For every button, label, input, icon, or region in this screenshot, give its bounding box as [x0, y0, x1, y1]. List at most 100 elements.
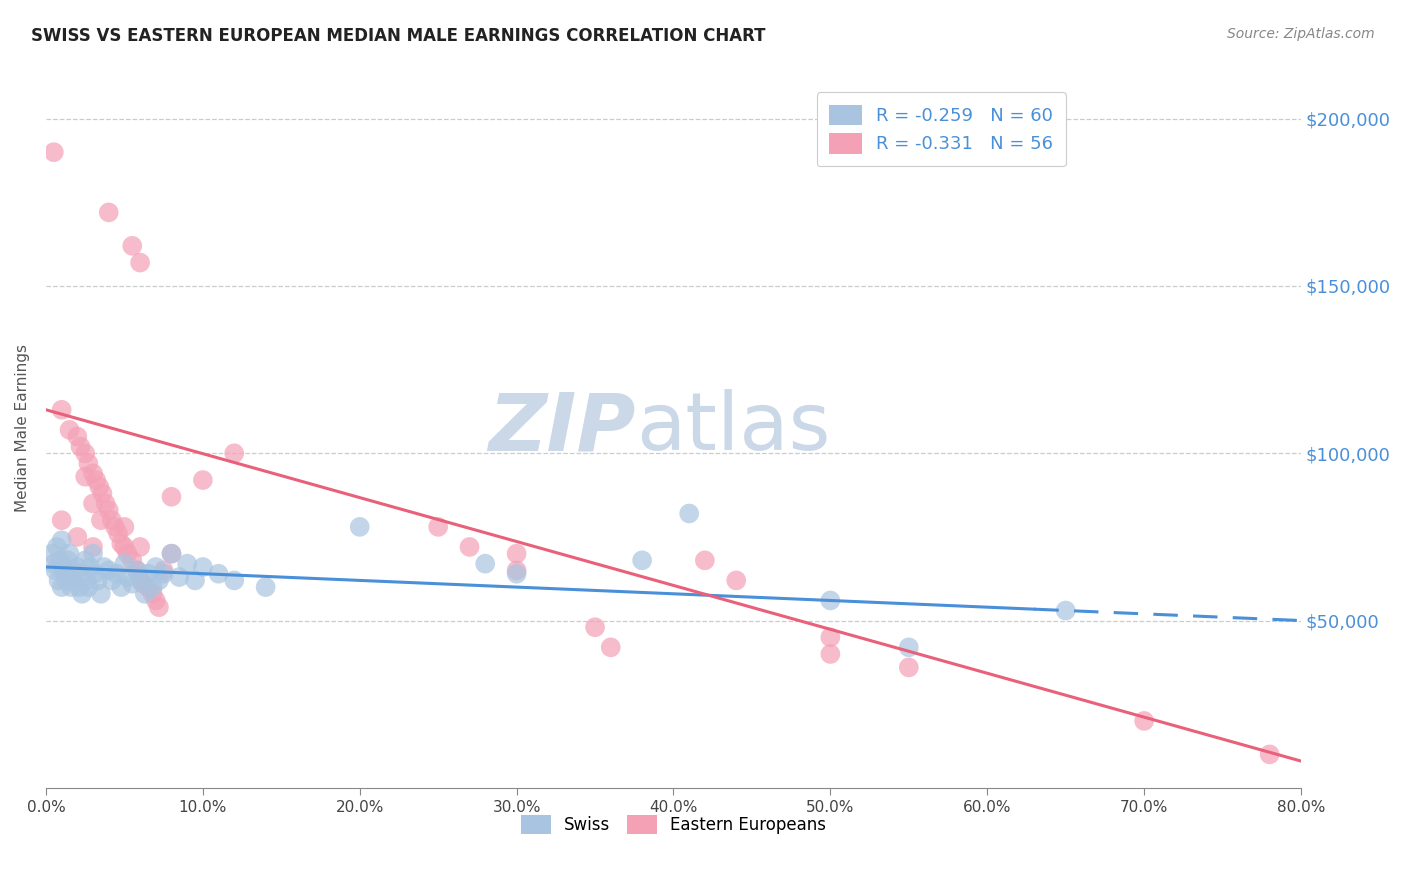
- Point: [820, 647, 842, 661]
- Point: [505, 547, 527, 561]
- Point: [160, 547, 183, 561]
- Point: [145, 560, 167, 574]
- Point: [90, 587, 112, 601]
- Point: [89, 480, 111, 494]
- Point: [184, 574, 207, 588]
- Point: [121, 576, 143, 591]
- Point: [82, 547, 104, 561]
- Point: [105, 566, 128, 581]
- Point: [62, 563, 84, 577]
- Point: [134, 587, 156, 601]
- Text: atlas: atlas: [636, 389, 830, 467]
- Point: [129, 570, 152, 584]
- Point: [104, 520, 127, 534]
- Point: [66, 429, 89, 443]
- Point: [75, 446, 97, 460]
- Point: [77, 580, 100, 594]
- Point: [897, 660, 920, 674]
- Point: [148, 600, 170, 615]
- Point: [82, 496, 104, 510]
- Point: [112, 520, 135, 534]
- Point: [52, 560, 75, 574]
- Point: [125, 563, 148, 577]
- Point: [820, 630, 842, 644]
- Text: ZIP: ZIP: [488, 389, 636, 467]
- Point: [97, 503, 120, 517]
- Point: [121, 239, 143, 253]
- Point: [60, 580, 83, 594]
- Point: [82, 540, 104, 554]
- Point: [91, 486, 114, 500]
- Point: [117, 547, 139, 561]
- Point: [121, 553, 143, 567]
- Point: [87, 574, 110, 588]
- Point: [93, 560, 115, 574]
- Point: [599, 640, 621, 655]
- Point: [152, 563, 174, 577]
- Legend: Swiss, Eastern Europeans: Swiss, Eastern Europeans: [510, 805, 837, 844]
- Point: [176, 557, 198, 571]
- Point: [79, 560, 101, 574]
- Point: [1258, 747, 1281, 762]
- Point: [474, 557, 496, 571]
- Point: [132, 576, 155, 591]
- Point: [110, 580, 132, 594]
- Point: [427, 520, 450, 534]
- Point: [55, 574, 77, 588]
- Point: [820, 593, 842, 607]
- Point: [46, 540, 69, 554]
- Point: [125, 563, 148, 577]
- Point: [136, 580, 159, 594]
- Point: [583, 620, 606, 634]
- Point: [107, 526, 129, 541]
- Point: [349, 520, 371, 534]
- Point: [51, 513, 73, 527]
- Point: [112, 540, 135, 554]
- Point: [77, 456, 100, 470]
- Text: Source: ZipAtlas.com: Source: ZipAtlas.com: [1227, 27, 1375, 41]
- Point: [41, 547, 63, 561]
- Point: [69, 440, 91, 454]
- Point: [101, 513, 124, 527]
- Point: [84, 473, 107, 487]
- Point: [70, 587, 93, 601]
- Point: [63, 574, 86, 588]
- Point: [58, 547, 80, 561]
- Point: [191, 560, 214, 574]
- Point: [51, 580, 73, 594]
- Point: [97, 563, 120, 577]
- Point: [94, 496, 117, 510]
- Point: [145, 593, 167, 607]
- Point: [53, 566, 76, 581]
- Point: [75, 553, 97, 567]
- Point: [83, 566, 105, 581]
- Point: [112, 557, 135, 571]
- Point: [505, 563, 527, 577]
- Point: [66, 530, 89, 544]
- Point: [117, 570, 139, 584]
- Point: [169, 570, 191, 584]
- Point: [76, 574, 98, 588]
- Point: [90, 513, 112, 527]
- Point: [75, 469, 97, 483]
- Point: [631, 553, 654, 567]
- Point: [505, 566, 527, 581]
- Point: [42, 557, 65, 571]
- Point: [66, 560, 89, 574]
- Point: [160, 490, 183, 504]
- Point: [49, 553, 72, 567]
- Point: [136, 566, 159, 581]
- Point: [207, 566, 229, 581]
- Point: [42, 145, 65, 160]
- Text: SWISS VS EASTERN EUROPEAN MEDIAN MALE EARNINGS CORRELATION CHART: SWISS VS EASTERN EUROPEAN MEDIAN MALE EA…: [31, 27, 765, 45]
- Point: [1054, 603, 1077, 617]
- Point: [129, 540, 152, 554]
- Point: [254, 580, 277, 594]
- Point: [58, 423, 80, 437]
- Point: [110, 536, 132, 550]
- Point: [458, 540, 481, 554]
- Point: [129, 574, 152, 588]
- Point: [82, 467, 104, 481]
- Point: [148, 574, 170, 588]
- Point: [129, 255, 152, 269]
